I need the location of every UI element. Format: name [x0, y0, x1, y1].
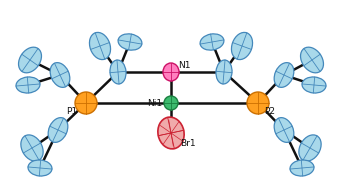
Ellipse shape: [118, 34, 142, 50]
Text: Ni1: Ni1: [147, 98, 162, 108]
Ellipse shape: [158, 117, 184, 149]
Ellipse shape: [200, 34, 224, 50]
Ellipse shape: [16, 77, 40, 93]
Ellipse shape: [216, 60, 232, 84]
Ellipse shape: [90, 32, 110, 60]
Ellipse shape: [274, 63, 294, 87]
Ellipse shape: [110, 60, 126, 84]
Ellipse shape: [21, 135, 43, 161]
Ellipse shape: [247, 92, 269, 114]
Ellipse shape: [164, 96, 178, 110]
Ellipse shape: [28, 160, 52, 176]
Ellipse shape: [48, 118, 68, 142]
Ellipse shape: [290, 160, 314, 176]
Ellipse shape: [232, 32, 252, 60]
Ellipse shape: [299, 135, 321, 161]
Ellipse shape: [163, 63, 179, 81]
Ellipse shape: [50, 63, 70, 87]
Ellipse shape: [274, 118, 294, 142]
Text: P2: P2: [264, 108, 276, 116]
Text: P1: P1: [66, 108, 78, 116]
Text: Br1: Br1: [180, 139, 196, 147]
Text: N1: N1: [178, 61, 190, 70]
Ellipse shape: [75, 92, 97, 114]
Ellipse shape: [301, 47, 324, 73]
Ellipse shape: [302, 77, 326, 93]
Ellipse shape: [18, 47, 41, 73]
